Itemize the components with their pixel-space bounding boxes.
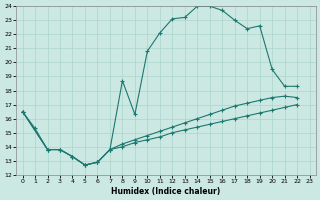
X-axis label: Humidex (Indice chaleur): Humidex (Indice chaleur)	[111, 187, 221, 196]
